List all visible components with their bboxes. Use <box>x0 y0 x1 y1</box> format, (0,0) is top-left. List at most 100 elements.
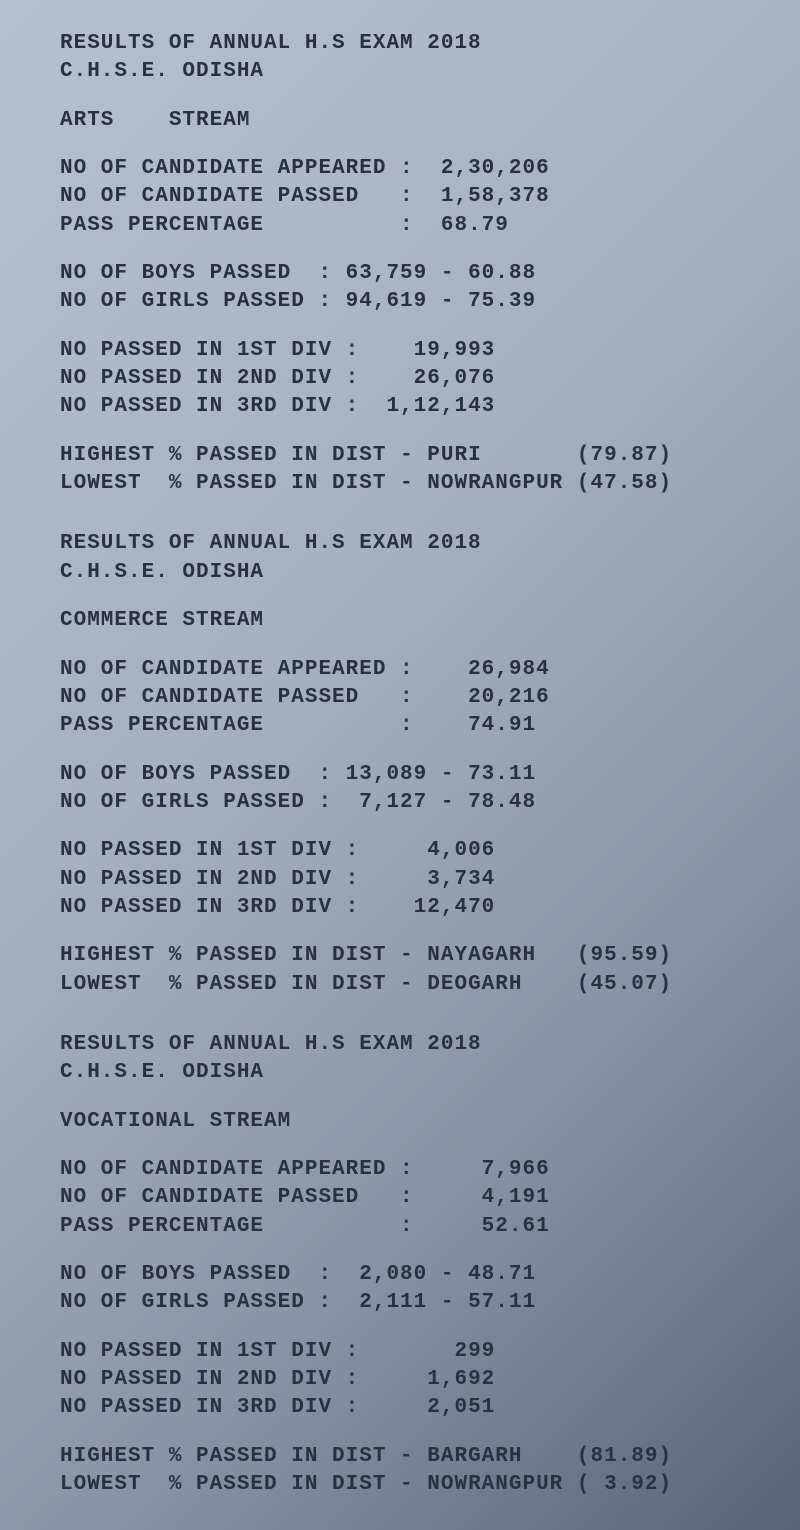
stat-row: NO OF CANDIDATE APPEARED : 2,30,206 <box>60 155 760 183</box>
label: NO OF CANDIDATE APPEARED : <box>60 157 414 180</box>
dist: BARGARH <box>427 1445 577 1468</box>
pct: ( 3.92) <box>577 1473 672 1496</box>
label: PASS PERCENTAGE : <box>60 714 414 737</box>
label: PASS PERCENTAGE : <box>60 1215 414 1238</box>
label: NO OF CANDIDATE APPEARED : <box>60 658 414 681</box>
stat-row: NO OF GIRLS PASSED : 7,127 - 78.48 <box>60 789 760 817</box>
header-title: RESULTS OF ANNUAL H.S EXAM 2018 <box>60 30 760 58</box>
label: NO OF GIRLS PASSED : <box>60 1291 332 1314</box>
stream-name: COMMERCE STREAM <box>60 607 760 635</box>
stat-row: NO PASSED IN 3RD DIV : 1,12,143 <box>60 393 760 421</box>
stat-row: NO OF BOYS PASSED : 2,080 - 48.71 <box>60 1261 760 1289</box>
label: NO PASSED IN 2ND DIV : <box>60 868 359 891</box>
header-org: C.H.S.E. ODISHA <box>60 1059 760 1087</box>
label: NO PASSED IN 1ST DIV : <box>60 839 359 862</box>
stat-row: NO OF GIRLS PASSED : 94,619 - 75.39 <box>60 288 760 316</box>
value: 2,111 - 57.11 <box>332 1291 536 1314</box>
value: 20,216 <box>414 686 550 709</box>
pct: (45.07) <box>577 973 672 996</box>
section-commerce: RESULTS OF ANNUAL H.S EXAM 2018 C.H.S.E.… <box>60 530 760 998</box>
value: 4,006 <box>359 839 495 862</box>
label: NO PASSED IN 3RD DIV : <box>60 896 359 919</box>
label: NO OF BOYS PASSED : <box>60 262 332 285</box>
value: 2,080 - 48.71 <box>332 1263 536 1286</box>
stat-row: PASS PERCENTAGE : 52.61 <box>60 1213 760 1241</box>
label: HIGHEST % PASSED IN DIST - <box>60 444 427 467</box>
label: NO OF CANDIDATE PASSED : <box>60 185 414 208</box>
label: PASS PERCENTAGE : <box>60 214 414 237</box>
stat-row: NO OF CANDIDATE PASSED : 1,58,378 <box>60 183 760 211</box>
stat-row: NO PASSED IN 2ND DIV : 3,734 <box>60 866 760 894</box>
label: NO PASSED IN 3RD DIV : <box>60 395 359 418</box>
value: 3,734 <box>359 868 495 891</box>
value: 1,58,378 <box>414 185 550 208</box>
stat-row: NO PASSED IN 2ND DIV : 1,692 <box>60 1366 760 1394</box>
pct: (95.59) <box>577 944 672 967</box>
header-org: C.H.S.E. ODISHA <box>60 559 760 587</box>
value: 1,692 <box>359 1368 495 1391</box>
label: NO PASSED IN 1ST DIV : <box>60 1340 359 1363</box>
label: NO OF CANDIDATE PASSED : <box>60 686 414 709</box>
stat-row: NO OF CANDIDATE PASSED : 20,216 <box>60 684 760 712</box>
stat-row: LOWEST % PASSED IN DIST - NOWRANGPUR ( 3… <box>60 1471 760 1499</box>
label: NO OF CANDIDATE PASSED : <box>60 1186 414 1209</box>
header-title: RESULTS OF ANNUAL H.S EXAM 2018 <box>60 1031 760 1059</box>
stat-row: NO PASSED IN 3RD DIV : 12,470 <box>60 894 760 922</box>
label: HIGHEST % PASSED IN DIST - <box>60 1445 427 1468</box>
value: 2,30,206 <box>414 157 550 180</box>
dist: NAYAGARH <box>427 944 577 967</box>
pct: (81.89) <box>577 1445 672 1468</box>
stat-row: NO PASSED IN 2ND DIV : 26,076 <box>60 365 760 393</box>
stat-row: NO OF BOYS PASSED : 63,759 - 60.88 <box>60 260 760 288</box>
label: NO OF GIRLS PASSED : <box>60 791 332 814</box>
stat-row: NO PASSED IN 1ST DIV : 299 <box>60 1338 760 1366</box>
value: 2,051 <box>359 1396 495 1419</box>
label: NO OF BOYS PASSED : <box>60 763 332 786</box>
value: 19,993 <box>359 339 495 362</box>
stream-name: ARTS STREAM <box>60 107 760 135</box>
header-org: C.H.S.E. ODISHA <box>60 58 760 86</box>
stat-row: HIGHEST % PASSED IN DIST - NAYAGARH (95.… <box>60 942 760 970</box>
label: LOWEST % PASSED IN DIST - <box>60 973 427 996</box>
label: LOWEST % PASSED IN DIST - <box>60 1473 427 1496</box>
dist: NOWRANGPUR <box>427 1473 577 1496</box>
dist: PURI <box>427 444 577 467</box>
pct: (47.58) <box>577 472 672 495</box>
value: 7,966 <box>414 1158 550 1181</box>
pct: (79.87) <box>577 444 672 467</box>
stat-row: NO OF CANDIDATE APPEARED : 7,966 <box>60 1156 760 1184</box>
header-title: RESULTS OF ANNUAL H.S EXAM 2018 <box>60 530 760 558</box>
value: 1,12,143 <box>359 395 495 418</box>
dist: NOWRANGPUR <box>427 472 577 495</box>
stat-row: LOWEST % PASSED IN DIST - DEOGARH (45.07… <box>60 971 760 999</box>
stat-row: HIGHEST % PASSED IN DIST - BARGARH (81.8… <box>60 1443 760 1471</box>
stat-row: PASS PERCENTAGE : 68.79 <box>60 212 760 240</box>
value: 4,191 <box>414 1186 550 1209</box>
value: 63,759 - 60.88 <box>332 262 536 285</box>
stat-row: NO OF BOYS PASSED : 13,089 - 73.11 <box>60 761 760 789</box>
label: NO PASSED IN 3RD DIV : <box>60 1396 359 1419</box>
label: NO OF CANDIDATE APPEARED : <box>60 1158 414 1181</box>
stream-name: VOCATIONAL STREAM <box>60 1108 760 1136</box>
label: NO PASSED IN 1ST DIV : <box>60 339 359 362</box>
label: NO OF BOYS PASSED : <box>60 1263 332 1286</box>
value: 26,984 <box>414 658 550 681</box>
section-arts: RESULTS OF ANNUAL H.S EXAM 2018 C.H.S.E.… <box>60 30 760 498</box>
value: 94,619 - 75.39 <box>332 290 536 313</box>
label: NO PASSED IN 2ND DIV : <box>60 367 359 390</box>
stat-row: NO OF CANDIDATE PASSED : 4,191 <box>60 1184 760 1212</box>
label: NO OF GIRLS PASSED : <box>60 290 332 313</box>
value: 299 <box>359 1340 495 1363</box>
stat-row: NO PASSED IN 1ST DIV : 4,006 <box>60 837 760 865</box>
value: 52.61 <box>414 1215 550 1238</box>
stat-row: NO OF GIRLS PASSED : 2,111 - 57.11 <box>60 1289 760 1317</box>
stat-row: NO PASSED IN 1ST DIV : 19,993 <box>60 337 760 365</box>
value: 12,470 <box>359 896 495 919</box>
value: 13,089 - 73.11 <box>332 763 536 786</box>
value: 68.79 <box>414 214 509 237</box>
stat-row: NO OF CANDIDATE APPEARED : 26,984 <box>60 656 760 684</box>
value: 7,127 - 78.48 <box>332 791 536 814</box>
stat-row: HIGHEST % PASSED IN DIST - PURI (79.87) <box>60 442 760 470</box>
label: LOWEST % PASSED IN DIST - <box>60 472 427 495</box>
stat-row: NO PASSED IN 3RD DIV : 2,051 <box>60 1394 760 1422</box>
